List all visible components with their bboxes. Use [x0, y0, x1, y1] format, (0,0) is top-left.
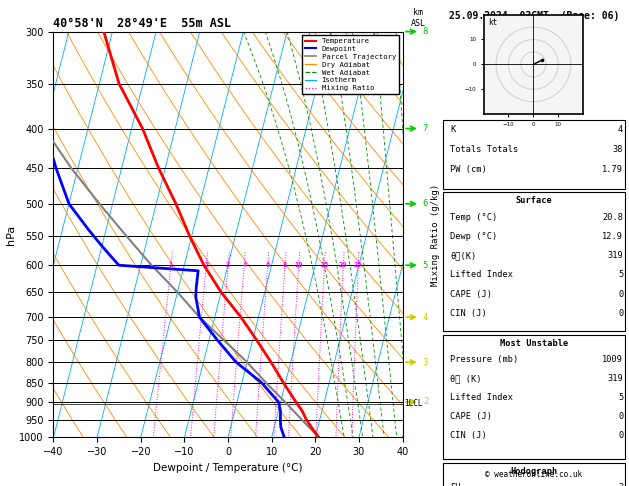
Text: km
ASL: km ASL: [411, 8, 426, 28]
Text: θᴀ(K): θᴀ(K): [450, 251, 477, 260]
Text: CIN (J): CIN (J): [450, 309, 487, 318]
Text: 15: 15: [320, 262, 329, 268]
Text: 1: 1: [169, 262, 173, 268]
Text: 38: 38: [613, 145, 623, 154]
Text: 12.9: 12.9: [603, 232, 623, 241]
Bar: [443, 335, 625, 459]
Text: 1.79: 1.79: [603, 165, 623, 174]
Text: Pressure (mb): Pressure (mb): [450, 355, 519, 364]
Bar: [443, 192, 625, 331]
Text: θᴀ (K): θᴀ (K): [450, 374, 482, 383]
Text: Totals Totals: Totals Totals: [450, 145, 519, 154]
Text: 25: 25: [354, 262, 362, 268]
Text: 319: 319: [608, 251, 623, 260]
Text: 5: 5: [423, 260, 428, 270]
Text: 5: 5: [618, 393, 623, 402]
Text: 8: 8: [283, 262, 287, 268]
Y-axis label: hPa: hPa: [6, 225, 16, 244]
Text: CIN (J): CIN (J): [450, 431, 487, 440]
Text: 1LCL: 1LCL: [404, 399, 422, 408]
Bar: [443, 120, 625, 189]
Text: EH: EH: [450, 483, 461, 486]
Text: 20.8: 20.8: [603, 213, 623, 222]
Text: 2: 2: [204, 262, 208, 268]
Text: 4: 4: [423, 312, 428, 322]
Text: Most Unstable: Most Unstable: [500, 339, 568, 348]
Text: 0: 0: [618, 431, 623, 440]
Text: 25.09.2024  03GMT  (Base: 06): 25.09.2024 03GMT (Base: 06): [449, 11, 619, 21]
Text: 0: 0: [618, 309, 623, 318]
Text: Dewp (°C): Dewp (°C): [450, 232, 498, 241]
Text: 4: 4: [618, 125, 623, 135]
Text: PW (cm): PW (cm): [450, 165, 487, 174]
Text: 1009: 1009: [603, 355, 623, 364]
X-axis label: Dewpoint / Temperature (°C): Dewpoint / Temperature (°C): [153, 463, 303, 473]
Text: 3: 3: [226, 262, 230, 268]
Text: 7: 7: [423, 124, 428, 133]
Text: 40°58'N  28°49'E  55m ASL: 40°58'N 28°49'E 55m ASL: [53, 17, 231, 31]
Text: Mixing Ratio (g/kg): Mixing Ratio (g/kg): [431, 183, 440, 286]
Text: 3: 3: [423, 358, 428, 367]
Text: 319: 319: [608, 374, 623, 383]
Text: CAPE (J): CAPE (J): [450, 412, 493, 421]
Text: 8: 8: [423, 27, 428, 36]
Text: 0: 0: [618, 412, 623, 421]
Text: Lifted Index: Lifted Index: [450, 393, 513, 402]
Text: 4: 4: [242, 262, 247, 268]
Text: CAPE (J): CAPE (J): [450, 290, 493, 299]
Text: Lifted Index: Lifted Index: [450, 271, 513, 279]
Text: K: K: [450, 125, 455, 135]
Text: 5: 5: [618, 271, 623, 279]
Text: 20: 20: [339, 262, 348, 268]
Bar: [443, 463, 625, 486]
Text: 0: 0: [618, 290, 623, 299]
Text: kt: kt: [489, 17, 498, 27]
Text: Surface: Surface: [516, 196, 552, 206]
Text: 10: 10: [294, 262, 303, 268]
Text: Temp (°C): Temp (°C): [450, 213, 498, 222]
Text: 2: 2: [423, 398, 428, 406]
Text: Hodograph: Hodograph: [510, 467, 558, 476]
Text: 2: 2: [618, 483, 623, 486]
Text: 6: 6: [423, 199, 428, 208]
Legend: Temperature, Dewpoint, Parcel Trajectory, Dry Adiabat, Wet Adiabat, Isotherm, Mi: Temperature, Dewpoint, Parcel Trajectory…: [302, 35, 399, 94]
Text: © weatheronline.co.uk: © weatheronline.co.uk: [486, 469, 582, 479]
Text: 6: 6: [265, 262, 270, 268]
